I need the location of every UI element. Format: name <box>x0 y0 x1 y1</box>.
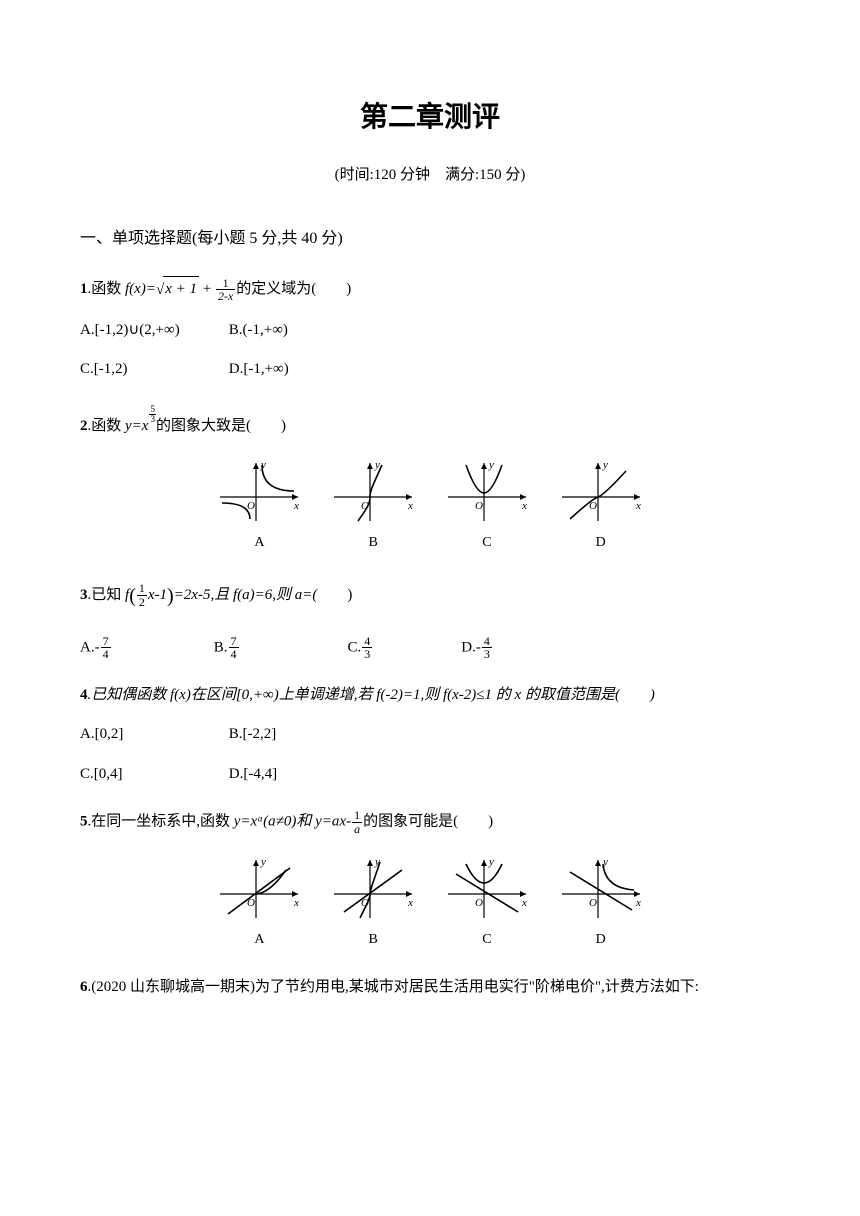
question-1: 1.函数 f(x)= x + 1 + 12-x的定义域为( ) A.[-1,2)∪… <box>80 276 780 383</box>
question-2: 2.函数 y=x53的图象大致是( ) x y O A x y O <box>80 405 780 555</box>
svg-text:x: x <box>521 500 527 512</box>
q1-option-c: C.[-1,2) <box>80 357 225 383</box>
q2-graph-a: x y O A <box>204 457 314 555</box>
q1-option-d: D.[-1,+∞) <box>229 357 289 383</box>
q4-option-c: C.[0,4] <box>80 762 225 788</box>
q5-label-d: D <box>546 928 656 952</box>
q2-label-a: A <box>204 531 314 555</box>
q5-frac: 1a <box>352 809 362 835</box>
q5-post: 的图象可能是( ) <box>363 814 493 830</box>
sqrt-icon: x + 1 <box>156 276 199 304</box>
q2-graph-b: x y O B <box>318 457 428 555</box>
svg-text:x: x <box>635 500 641 512</box>
q6-text: .(2020 山东聊城高一期末)为了节约用电,某城市对居民生活用电实行"阶梯电价… <box>88 979 699 995</box>
q3-mid: =2x-5,且 <box>174 587 233 603</box>
q1-fx: f(x)= <box>125 281 156 297</box>
question-3: 3.已知 f(12x-1)=2x-5,且 f(a)=6,则 a=( ) A.-7… <box>80 579 780 661</box>
page-subtitle: (时间:120 分钟 满分:150 分) <box>80 163 780 184</box>
svg-text:O: O <box>475 500 483 512</box>
q3-pre: .已知 <box>88 587 126 603</box>
page-title: 第二章测评 <box>80 95 780 135</box>
svg-text:x: x <box>407 897 413 909</box>
svg-text:O: O <box>475 897 483 909</box>
q2-label-d: D <box>546 531 656 555</box>
svg-text:y: y <box>374 459 380 471</box>
svg-text:x: x <box>521 897 527 909</box>
q3-option-c: C.43 <box>348 635 458 661</box>
q2-y: y=x <box>125 418 148 434</box>
q1-option-b: B.(-1,+∞) <box>229 318 288 344</box>
q3-xm1: x-1 <box>148 587 167 603</box>
q1-radicand: x + 1 <box>163 276 199 303</box>
q3-rparen: ) <box>167 585 174 607</box>
svg-text:O: O <box>247 500 255 512</box>
q5-graph-b: x y O B <box>318 854 428 952</box>
question-4: 4.已知偶函数 f(x)在区间[0,+∞)上单调递增,若 f(-2)=1,则 f… <box>80 683 780 788</box>
svg-text:y: y <box>488 459 494 471</box>
svg-text:x: x <box>407 500 413 512</box>
svg-text:x: x <box>293 897 299 909</box>
q5-label-b: B <box>318 928 428 952</box>
svg-text:y: y <box>260 856 266 868</box>
svg-text:x: x <box>293 500 299 512</box>
q2-post: 的图象大致是( ) <box>156 418 286 434</box>
question-6: 6.(2020 山东聊城高一期末)为了节约用电,某城市对居民生活用电实行"阶梯电… <box>80 975 780 1001</box>
svg-text:y: y <box>488 856 494 868</box>
q5-graph-a: x y O A <box>204 854 314 952</box>
q5-label-c: C <box>432 928 542 952</box>
q3-option-b: B.74 <box>214 635 344 661</box>
q4-option-b: B.[-2,2] <box>229 722 277 748</box>
q4-text: .已知偶函数 f(x)在区间[0,+∞)上单调递增,若 f(-2)=1,则 f(… <box>88 687 655 703</box>
q3-option-a: A.-74 <box>80 635 210 661</box>
q3-lparen: ( <box>129 585 136 607</box>
q1-number: 1 <box>80 281 88 297</box>
q5-f1: y=xᵃ(a≠0)和 y=ax- <box>234 814 351 830</box>
q4-option-a: A.[0,2] <box>80 722 225 748</box>
q5-label-a: A <box>204 928 314 952</box>
q3-half: 12 <box>137 582 147 608</box>
q3-fa: f(a)=6,则 a=( <box>233 587 317 603</box>
q2-graph-c: x y O C <box>432 457 542 555</box>
q5-graphs: x y O A x y O B <box>80 854 780 952</box>
q5-pre: .在同一坐标系中,函数 <box>88 814 234 830</box>
question-5: 5.在同一坐标系中,函数 y=xᵃ(a≠0)和 y=ax-1a的图象可能是( )… <box>80 809 780 951</box>
q3-number: 3 <box>80 587 88 603</box>
q1-pre: .函数 <box>88 281 126 297</box>
q3-blank: ) <box>317 587 352 603</box>
q2-number: 2 <box>80 418 88 434</box>
q2-pre: .函数 <box>88 418 126 434</box>
q4-number: 4 <box>80 687 88 703</box>
q2-graphs: x y O A x y O B x <box>80 457 780 555</box>
section-1-header: 一、单项选择题(每小题 5 分,共 40 分) <box>80 224 780 248</box>
q5-graph-d: x y O D <box>546 854 656 952</box>
q4-option-d: D.[-4,4] <box>229 762 277 788</box>
q2-label-c: C <box>432 531 542 555</box>
q1-post: 的定义域为( ) <box>236 281 351 297</box>
q2-graph-d: x y O D <box>546 457 656 555</box>
q1-plus: + <box>199 281 215 297</box>
svg-text:O: O <box>589 897 597 909</box>
q1-fraction: 12-x <box>216 277 235 303</box>
q5-graph-c: x y O C <box>432 854 542 952</box>
q3-option-d: D.-43 <box>461 635 551 661</box>
q5-number: 5 <box>80 814 88 830</box>
q1-option-a: A.[-1,2)∪(2,+∞) <box>80 318 225 344</box>
svg-text:y: y <box>602 459 608 471</box>
q2-label-b: B <box>318 531 428 555</box>
q6-number: 6 <box>80 979 88 995</box>
svg-text:x: x <box>635 897 641 909</box>
